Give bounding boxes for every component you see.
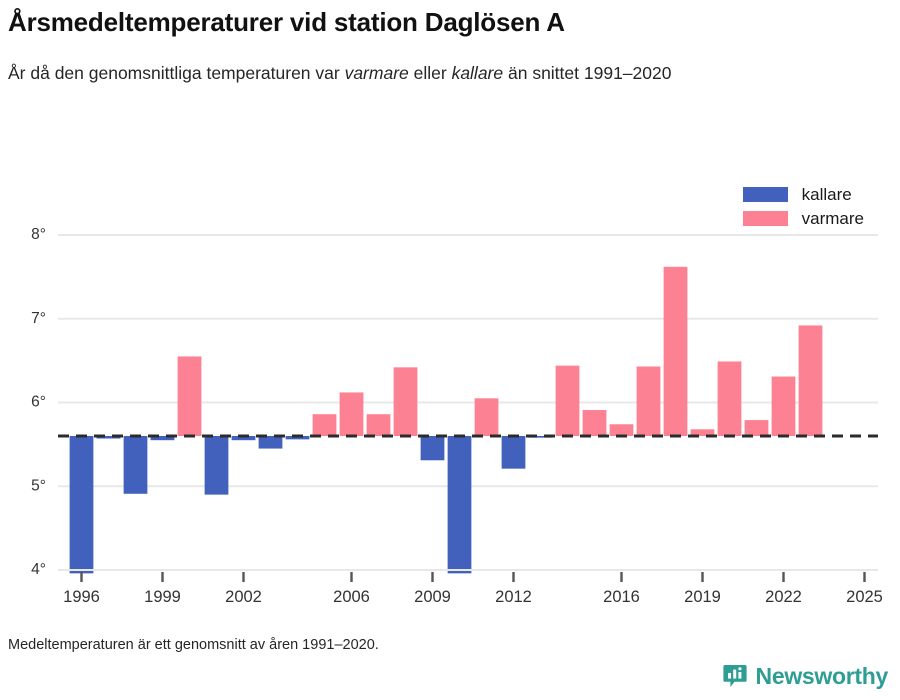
bar-2005[interactable] xyxy=(312,414,337,436)
x-axis-group: 1996 1999 2002 2006 2009 2012 2016 2019 2022 2025 xyxy=(58,569,883,606)
x-axis-tick-label: 1999 xyxy=(144,588,181,606)
bar-2019[interactable] xyxy=(690,429,715,436)
x-axis-tick-label: 2009 xyxy=(414,588,451,606)
chart-subtitle: År då den genomsnittliga temperaturen va… xyxy=(8,60,698,86)
bar-2007[interactable] xyxy=(366,414,391,436)
bar-2000[interactable] xyxy=(177,356,202,436)
bar-2006[interactable] xyxy=(339,392,364,436)
bar-2014[interactable] xyxy=(555,365,580,436)
bar-2016[interactable] xyxy=(609,424,634,436)
chart-legend: kallare varmare xyxy=(742,185,864,228)
chart-header: Årsmedeltemperaturer vid station Daglöse… xyxy=(8,7,892,86)
bar-2011[interactable] xyxy=(474,398,499,436)
y-axis-labels-group: 4° 5° 6° 7° 8° xyxy=(31,226,46,578)
legend-swatch-kallare xyxy=(742,187,788,202)
bar-2012[interactable] xyxy=(501,436,526,469)
x-axis-tick-label: 2006 xyxy=(333,588,370,606)
x-axis-tick-label: 1996 xyxy=(63,588,100,606)
x-axis-tick-label: 2012 xyxy=(495,588,532,606)
legend-swatch-varmare xyxy=(742,211,788,226)
bar-2010[interactable] xyxy=(447,436,472,574)
bar-2009[interactable] xyxy=(420,436,445,461)
bar-1996[interactable] xyxy=(69,436,94,574)
bar-1997[interactable] xyxy=(96,436,121,439)
bar-2004[interactable] xyxy=(285,436,310,440)
x-axis-tick-label: 2019 xyxy=(684,588,721,606)
bars-group xyxy=(69,266,823,574)
bar-2018[interactable] xyxy=(663,266,688,436)
y-axis-tick-label: 8° xyxy=(31,226,46,243)
x-axis-tick-label: 2025 xyxy=(846,588,883,606)
bar-2022[interactable] xyxy=(771,376,796,436)
bar-2021[interactable] xyxy=(744,420,769,436)
bar-2023[interactable] xyxy=(798,325,823,436)
legend-label-varmare: varmare xyxy=(801,209,864,228)
legend-item-varmare[interactable]: varmare xyxy=(742,209,864,228)
bar-2013[interactable] xyxy=(528,436,553,438)
bar-1999[interactable] xyxy=(150,436,175,441)
y-axis-tick-label: 6° xyxy=(31,394,46,411)
x-axis-tick-label: 2002 xyxy=(225,588,262,606)
bar-2002[interactable] xyxy=(231,436,256,441)
subtitle-emphasis-varmare: varmare xyxy=(344,62,409,83)
subtitle-text-2: eller xyxy=(408,62,452,83)
bar-2008[interactable] xyxy=(393,367,418,436)
bar-chart-bubble-icon xyxy=(722,665,747,687)
bar-2020[interactable] xyxy=(717,361,742,436)
bar-2017[interactable] xyxy=(636,366,661,436)
bar-2003[interactable] xyxy=(258,436,283,449)
bar-2001[interactable] xyxy=(204,436,229,495)
bar-2015[interactable] xyxy=(582,410,607,436)
gridlines-group xyxy=(58,234,878,571)
legend-label-kallare: kallare xyxy=(801,185,852,204)
legend-item-kallare[interactable]: kallare xyxy=(742,185,864,204)
brand-logo[interactable]: Newsworthy xyxy=(722,663,888,689)
x-axis-tick-label: 2016 xyxy=(603,588,640,606)
x-axis-tick-label: 2022 xyxy=(765,588,802,606)
chart-footnote: Medeltemperaturen är ett genomsnitt av å… xyxy=(8,637,379,653)
bar-1998[interactable] xyxy=(123,436,148,494)
subtitle-emphasis-kallare: kallare xyxy=(451,62,504,83)
y-axis-tick-label: 5° xyxy=(31,477,46,494)
brand-name: Newsworthy xyxy=(755,662,889,689)
page-title: Årsmedeltemperaturer vid station Daglöse… xyxy=(8,7,565,37)
subtitle-text-1: År då den genomsnittliga temperaturen va… xyxy=(8,62,345,83)
y-axis-tick-label: 7° xyxy=(31,310,46,327)
subtitle-text-3: än snittet 1991–2020 xyxy=(503,62,672,83)
y-axis-tick-label: 4° xyxy=(31,561,46,578)
